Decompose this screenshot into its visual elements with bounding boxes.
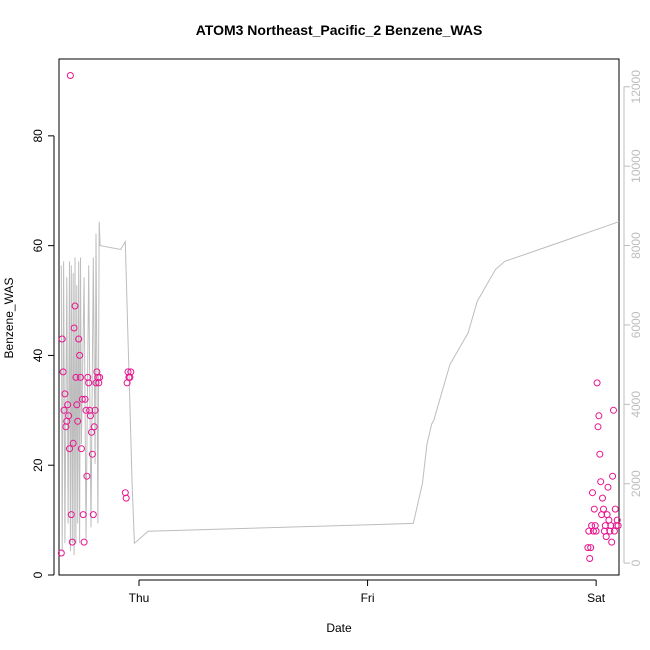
data-point bbox=[72, 373, 80, 381]
data-point bbox=[64, 401, 72, 409]
data-point bbox=[604, 483, 612, 491]
data-point bbox=[602, 533, 610, 541]
data-point bbox=[608, 538, 616, 546]
data-point bbox=[70, 324, 78, 332]
y-axis-label: Benzene_WAS bbox=[2, 278, 16, 359]
y-tick-label: 20 bbox=[31, 458, 45, 472]
data-point bbox=[88, 428, 95, 436]
data-point bbox=[91, 406, 99, 414]
data-point bbox=[592, 527, 600, 535]
data-point bbox=[593, 379, 601, 387]
data-point bbox=[60, 406, 68, 414]
chart-axes: 0 20 40 60 80 0 2000 4000 6000 8000 10000 12000 Thu F… bbox=[31, 70, 643, 605]
data-point bbox=[89, 511, 97, 519]
data-point bbox=[96, 373, 104, 381]
data-point bbox=[80, 538, 88, 546]
data-point bbox=[584, 544, 592, 552]
data-point bbox=[58, 335, 66, 343]
data-point bbox=[614, 522, 622, 530]
data-point bbox=[61, 390, 69, 398]
data-point bbox=[77, 373, 84, 381]
data-point bbox=[75, 335, 83, 343]
data-point bbox=[585, 527, 593, 535]
y2-tick-label: 8000 bbox=[629, 232, 643, 259]
x-tick-label: Fri bbox=[361, 591, 375, 605]
data-point bbox=[594, 423, 602, 431]
data-point bbox=[597, 478, 605, 486]
y2-tick-label: 6000 bbox=[629, 311, 643, 338]
x-tick-label: Thu bbox=[129, 591, 150, 605]
data-point bbox=[76, 351, 84, 359]
data-point bbox=[611, 505, 619, 513]
x-tick-label: Sat bbox=[587, 591, 606, 605]
data-point bbox=[587, 544, 595, 552]
data-point bbox=[78, 395, 86, 403]
data-point bbox=[590, 505, 598, 513]
chart-title: ATOM3 Northeast_Pacific_2 Benzene_WAS bbox=[196, 22, 483, 38]
data-point bbox=[122, 494, 130, 502]
data-point bbox=[595, 412, 603, 420]
data-point bbox=[596, 450, 604, 458]
data-point bbox=[127, 368, 135, 376]
data-point bbox=[609, 472, 617, 480]
data-point bbox=[77, 445, 85, 453]
data-point bbox=[85, 379, 93, 387]
y2-tick-label: 4000 bbox=[629, 391, 643, 418]
data-point bbox=[586, 555, 594, 562]
plot-frame bbox=[58, 58, 620, 576]
data-point bbox=[87, 412, 94, 420]
y-tick-label: 40 bbox=[31, 348, 45, 362]
data-point bbox=[88, 450, 96, 458]
data-point bbox=[610, 406, 617, 414]
chart-marks bbox=[57, 72, 622, 562]
data-point bbox=[66, 72, 74, 79]
data-point bbox=[589, 489, 596, 497]
y2-tick-label: 12000 bbox=[629, 70, 643, 104]
data-point bbox=[79, 511, 87, 519]
data-point bbox=[65, 412, 73, 420]
x-axis-label: Date bbox=[326, 621, 352, 635]
data-point bbox=[57, 549, 65, 557]
y2-tick-label: 10000 bbox=[629, 149, 643, 183]
data-point bbox=[71, 302, 79, 310]
y-tick-label: 80 bbox=[31, 129, 45, 143]
data-point bbox=[67, 511, 75, 519]
data-point bbox=[82, 406, 90, 414]
data-point bbox=[81, 395, 89, 403]
data-point bbox=[90, 423, 98, 431]
data-point bbox=[69, 439, 77, 447]
data-point bbox=[74, 417, 82, 425]
y-tick-label: 60 bbox=[31, 239, 45, 253]
y-tick-label: 0 bbox=[31, 571, 45, 578]
data-point bbox=[73, 401, 81, 409]
data-point bbox=[59, 368, 67, 376]
y2-tick-label: 2000 bbox=[629, 470, 643, 497]
data-point bbox=[68, 538, 76, 546]
data-point bbox=[83, 472, 91, 480]
data-point bbox=[599, 494, 606, 502]
altitude-line bbox=[60, 221, 620, 556]
y2-tick-label: 0 bbox=[629, 559, 643, 566]
data-point bbox=[600, 505, 607, 513]
data-point bbox=[66, 445, 73, 453]
